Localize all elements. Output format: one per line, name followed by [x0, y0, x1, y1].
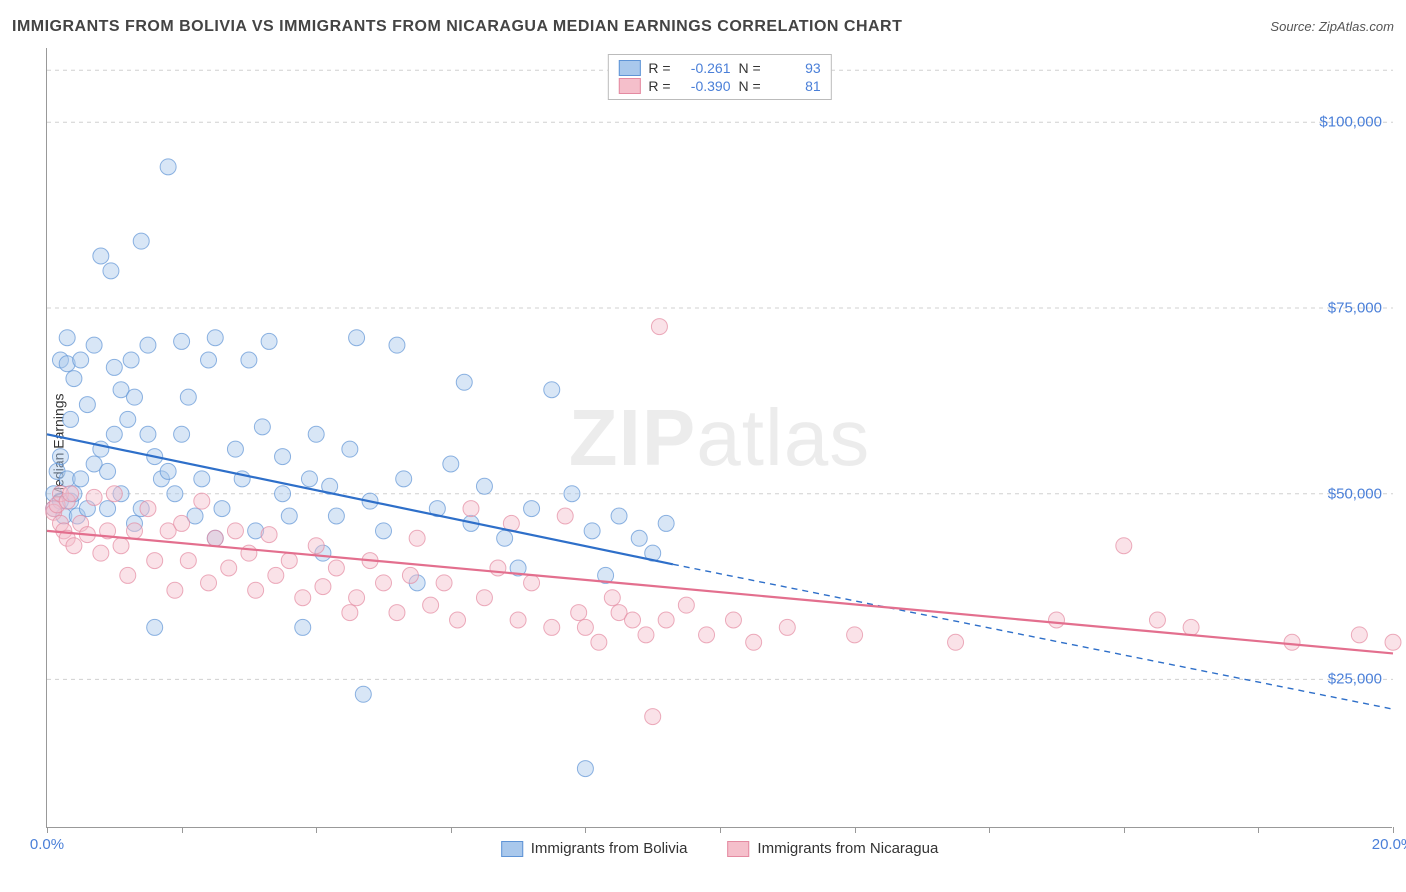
y-tick-label: $100,000 [1319, 114, 1382, 131]
trend-line-nicaragua [47, 531, 1393, 654]
stats-row-nicaragua: R = -0.390 N = 81 [618, 77, 820, 95]
legend-swatch-icon [618, 60, 640, 76]
plot-area: ZIPatlas R =-0.261N =93R =-0.390N =81 Im… [46, 48, 1392, 828]
y-tick-label: $50,000 [1328, 485, 1382, 502]
legend-label: Immigrants from Bolivia [531, 840, 688, 857]
trend-line-bolivia [47, 434, 673, 564]
legend-item-nicaragua: Immigrants from Nicaragua [727, 840, 938, 857]
r-label: R = [648, 60, 670, 76]
source-attribution: Source: ZipAtlas.com [1270, 19, 1394, 34]
r-value: -0.390 [679, 78, 731, 94]
y-tick-label: $75,000 [1328, 300, 1382, 317]
legend-swatch-icon [727, 841, 749, 857]
n-value: 81 [769, 78, 821, 94]
chart-title: IMMIGRANTS FROM BOLIVIA VS IMMIGRANTS FR… [12, 18, 902, 36]
x-tick-label: 0.0% [30, 836, 64, 853]
n-label: N = [739, 60, 761, 76]
legend-swatch-icon [501, 841, 523, 857]
legend-item-bolivia: Immigrants from Bolivia [501, 840, 688, 857]
n-value: 93 [769, 60, 821, 76]
trend-line-layer [47, 48, 1392, 827]
series-legend: Immigrants from Bolivia Immigrants from N… [501, 840, 939, 857]
x-tick-label: 20.0% [1372, 836, 1406, 853]
n-label: N = [739, 78, 761, 94]
legend-label: Immigrants from Nicaragua [757, 840, 938, 857]
r-label: R = [648, 78, 670, 94]
y-tick-label: $25,000 [1328, 671, 1382, 688]
trend-line-extension-bolivia [673, 564, 1393, 709]
stats-row-bolivia: R = -0.261 N = 93 [618, 59, 820, 77]
stats-legend: R = -0.261 N = 93 R = -0.390 N = 81 [607, 54, 831, 100]
r-value: -0.261 [679, 60, 731, 76]
legend-swatch-icon [618, 78, 640, 94]
